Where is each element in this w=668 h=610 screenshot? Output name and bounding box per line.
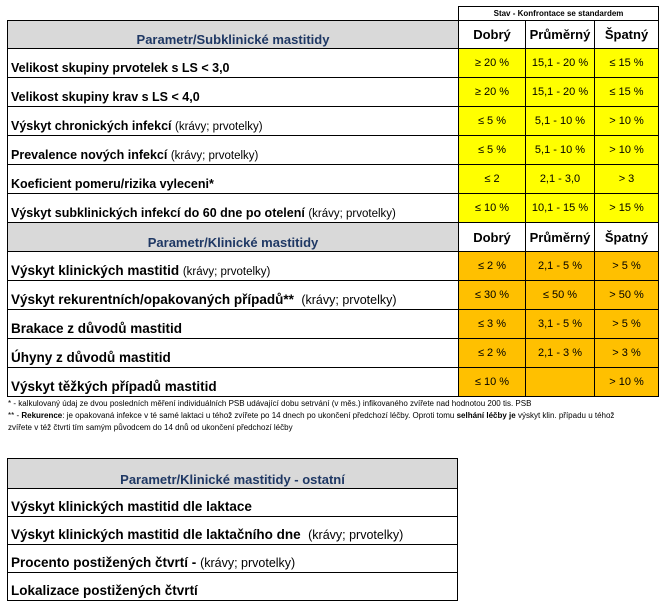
value-average: 10,1 - 15 % bbox=[525, 193, 595, 223]
value-average: 3,1 - 5 % bbox=[525, 309, 595, 339]
value-good: ≤ 10 % bbox=[458, 367, 526, 397]
footnotes: * - kalkulovaný údaj ze dvou posledních … bbox=[8, 398, 658, 434]
value-good: ≤ 2 % bbox=[458, 251, 526, 281]
row-label: Výskyt klinických mastitid dle laktačníh… bbox=[7, 516, 458, 545]
value-good: ≤ 5 % bbox=[458, 135, 526, 165]
table-row: Výskyt těžkých případů mastitid ≤ 10 % >… bbox=[7, 367, 660, 397]
value-bad: > 3 % bbox=[593, 338, 660, 368]
other-section-title: Parametr/Klinické mastitidy - ostatní bbox=[7, 458, 458, 489]
row-label: Výskyt klinických mastitid dle laktace bbox=[7, 488, 458, 517]
value-bad: ≤ 15 % bbox=[593, 48, 660, 78]
table-row: Procento postižených čtvrtí - (krávy; pr… bbox=[7, 544, 458, 573]
row-label: Velikost skupiny krav s LS < 4,0 bbox=[7, 77, 459, 107]
other-parameters-table: Parametr/Klinické mastitidy - ostatní Vý… bbox=[7, 458, 458, 601]
value-average: 15,1 - 20 % bbox=[525, 77, 595, 107]
standard-confrontation-header: Stav - Konfrontace se standardem bbox=[457, 6, 660, 21]
value-good: ≤ 3 % bbox=[458, 309, 526, 339]
col-average: Průměrný bbox=[525, 222, 595, 252]
row-label: Velikost skupiny prvotelek s LS < 3,0 bbox=[7, 48, 459, 78]
clinical-section-title: Parametr/Klinické mastitidy bbox=[7, 222, 459, 252]
table-row: Prevalence nových infekcí (krávy; prvote… bbox=[7, 135, 660, 165]
value-bad: > 5 % bbox=[593, 309, 660, 339]
table-row: Velikost skupiny prvotelek s LS < 3,0 ≥ … bbox=[7, 48, 660, 78]
value-good: ≤ 2 bbox=[458, 164, 526, 194]
table-row: Výskyt klinických mastitid (krávy; prvot… bbox=[7, 251, 660, 281]
table-row: Výskyt rekurentních/opakovaných případů*… bbox=[7, 280, 660, 310]
footnote-3: zvířete v též čtvrti tím samým původcem … bbox=[8, 423, 293, 432]
value-average: 5,1 - 10 % bbox=[525, 135, 595, 165]
table-row: Velikost skupiny krav s LS < 4,0 ≥ 20 % … bbox=[7, 77, 660, 107]
value-average: 2,1 - 3,0 bbox=[525, 164, 595, 194]
value-bad: ≤ 15 % bbox=[593, 77, 660, 107]
subclinical-section-title: Parametr/Subklinické mastitidy bbox=[7, 20, 459, 49]
row-label: Úhyny z důvodů mastitid bbox=[7, 338, 459, 368]
value-bad: > 10 % bbox=[593, 106, 660, 136]
row-label: Brakace z důvodů mastitid bbox=[7, 309, 459, 339]
value-average bbox=[525, 367, 595, 397]
value-bad: > 10 % bbox=[593, 135, 660, 165]
table-row: Výskyt klinických mastitid dle laktace bbox=[7, 488, 458, 517]
col-bad: Špatný bbox=[593, 222, 660, 252]
col-average: Průměrný bbox=[525, 20, 595, 49]
table-row: Výskyt klinických mastitid dle laktačníh… bbox=[7, 516, 458, 545]
value-average: 5,1 - 10 % bbox=[525, 106, 595, 136]
row-label: Výskyt klinických mastitid (krávy; prvot… bbox=[7, 251, 459, 281]
value-bad: > 15 % bbox=[593, 193, 660, 223]
value-average: 15,1 - 20 % bbox=[525, 48, 595, 78]
col-good: Dobrý bbox=[458, 222, 526, 252]
row-label: Lokalizace postižených čtvrtí bbox=[7, 572, 458, 601]
footnote-1: * - kalkulovaný údaj ze dvou posledních … bbox=[8, 399, 532, 408]
value-good: ≥ 20 % bbox=[458, 77, 526, 107]
row-label: Výskyt těžkých případů mastitid bbox=[7, 367, 459, 397]
row-label: Výskyt rekurentních/opakovaných případů*… bbox=[7, 280, 459, 310]
value-good: ≤ 2 % bbox=[458, 338, 526, 368]
table-row: Koeficient pomeru/rizika vyleceni* ≤ 2 2… bbox=[7, 164, 660, 194]
value-good: ≤ 10 % bbox=[458, 193, 526, 223]
col-bad: Špatný bbox=[593, 20, 660, 49]
row-label: Procento postižených čtvrtí - (krávy; pr… bbox=[7, 544, 458, 573]
row-label: Prevalence nových infekcí (krávy; prvote… bbox=[7, 135, 459, 165]
col-good: Dobrý bbox=[458, 20, 526, 49]
footnote-2: ** - Rekurence: je opakovaná infekce v t… bbox=[8, 411, 615, 420]
row-label: Výskyt chronických infekcí (krávy; prvot… bbox=[7, 106, 459, 136]
value-bad: > 50 % bbox=[593, 280, 660, 310]
standards-table: Stav - Konfrontace se standardem Paramet… bbox=[7, 6, 660, 397]
value-average: 2,1 - 3 % bbox=[525, 338, 595, 368]
value-good: ≥ 20 % bbox=[458, 48, 526, 78]
table-row: Lokalizace postižených čtvrtí bbox=[7, 572, 458, 601]
value-average: 2,1 - 5 % bbox=[525, 251, 595, 281]
table-row: Výskyt subklinických infekcí do 60 dne p… bbox=[7, 193, 660, 223]
value-bad: > 3 bbox=[593, 164, 660, 194]
value-average: ≤ 50 % bbox=[525, 280, 595, 310]
value-bad: > 10 % bbox=[593, 367, 660, 397]
value-good: ≤ 30 % bbox=[458, 280, 526, 310]
table-row: Brakace z důvodů mastitid ≤ 3 % 3,1 - 5 … bbox=[7, 309, 660, 339]
table-row: Výskyt chronických infekcí (krávy; prvot… bbox=[7, 106, 660, 136]
value-good: ≤ 5 % bbox=[458, 106, 526, 136]
row-label: Výskyt subklinických infekcí do 60 dne p… bbox=[7, 193, 459, 223]
row-label: Koeficient pomeru/rizika vyleceni* bbox=[7, 164, 459, 194]
value-bad: > 5 % bbox=[593, 251, 660, 281]
table-row: Úhyny z důvodů mastitid ≤ 2 % 2,1 - 3 % … bbox=[7, 338, 660, 368]
